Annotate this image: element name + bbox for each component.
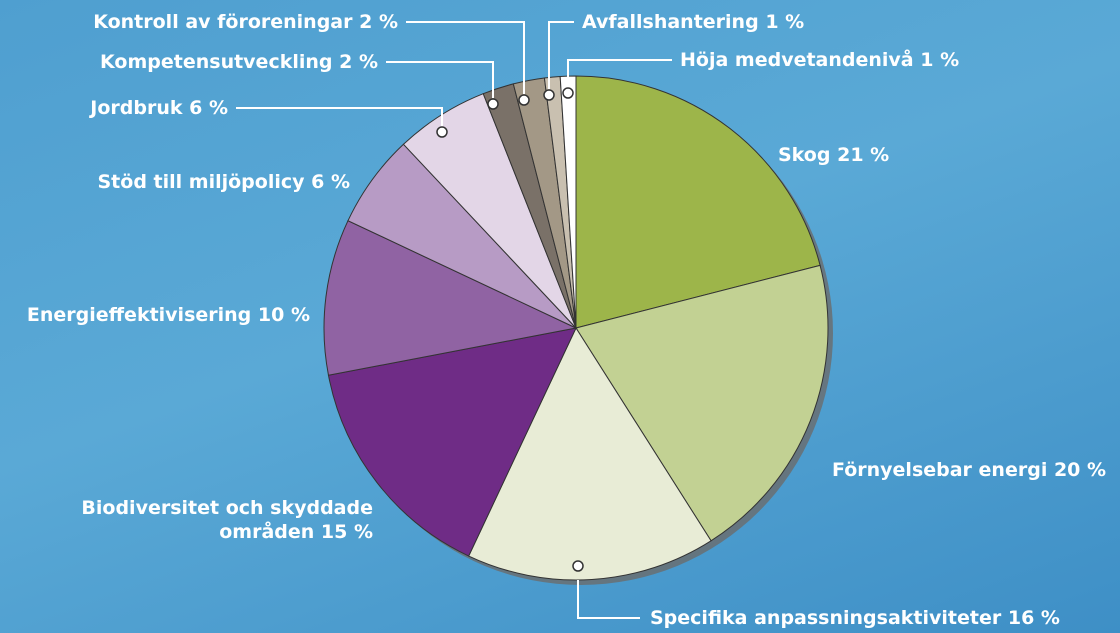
slice-label: Stöd till miljöpolicy 6 %	[98, 170, 351, 194]
value-label: 2 %	[339, 51, 378, 73]
category-label: Höja medvetandenivå	[680, 49, 914, 71]
slice-label: Höja medvetandenivå 1 %	[680, 48, 959, 72]
value-label: 1 %	[920, 49, 959, 71]
page: Skog 21 % Förnyelsebar energi 20 % Specifi…	[0, 0, 1120, 633]
slice-label: Kompetensutveckling 2 %	[100, 50, 378, 74]
leader-line	[386, 62, 493, 98]
value-label: 21 %	[837, 144, 889, 166]
leader-marker	[437, 127, 447, 137]
leader-marker	[519, 95, 529, 105]
value-label: 6 %	[311, 171, 350, 193]
value-label: 16 %	[1008, 607, 1060, 629]
leader-line	[578, 580, 640, 618]
category-label: Jordbruk	[90, 97, 182, 119]
leader-line	[236, 108, 442, 126]
category-label: Skog	[778, 144, 830, 166]
leader-marker	[488, 99, 498, 109]
leader-marker	[544, 90, 554, 100]
value-label: 20 %	[1054, 459, 1106, 481]
leader-line	[406, 22, 524, 94]
slice-label: Avfallshantering 1 %	[582, 10, 804, 34]
value-label: 15 %	[321, 521, 373, 543]
slice-label: Jordbruk 6 %	[90, 96, 228, 120]
leader-marker	[573, 561, 583, 571]
leader-marker	[563, 88, 573, 98]
category-label: Kontroll av föroreningar	[93, 11, 352, 33]
category-label: Kompetensutveckling	[100, 51, 332, 73]
value-label: 10 %	[258, 304, 310, 326]
value-label: 2 %	[359, 11, 398, 33]
slice-label: Energieffektivisering 10 %	[27, 303, 310, 327]
slice-label: Kontroll av föroreningar 2 %	[93, 10, 398, 34]
value-label: 6 %	[189, 97, 228, 119]
category-label: Specifika anpassningsaktiviteter	[650, 607, 1001, 629]
value-label: 1 %	[765, 11, 804, 33]
category-label: Avfallshantering	[582, 11, 759, 33]
category-label: Energieffektivisering	[27, 304, 251, 326]
slice-label: Biodiversitet och skyddade områden 15 %	[73, 496, 373, 544]
category-label: Förnyelsebar energi	[832, 459, 1047, 481]
slice-label: Förnyelsebar energi 20 %	[832, 458, 1106, 482]
category-label: Stöd till miljöpolicy	[98, 171, 305, 193]
slice-label: Specifika anpassningsaktiviteter 16 %	[650, 606, 1060, 630]
slice-label: Skog 21 %	[778, 143, 889, 167]
